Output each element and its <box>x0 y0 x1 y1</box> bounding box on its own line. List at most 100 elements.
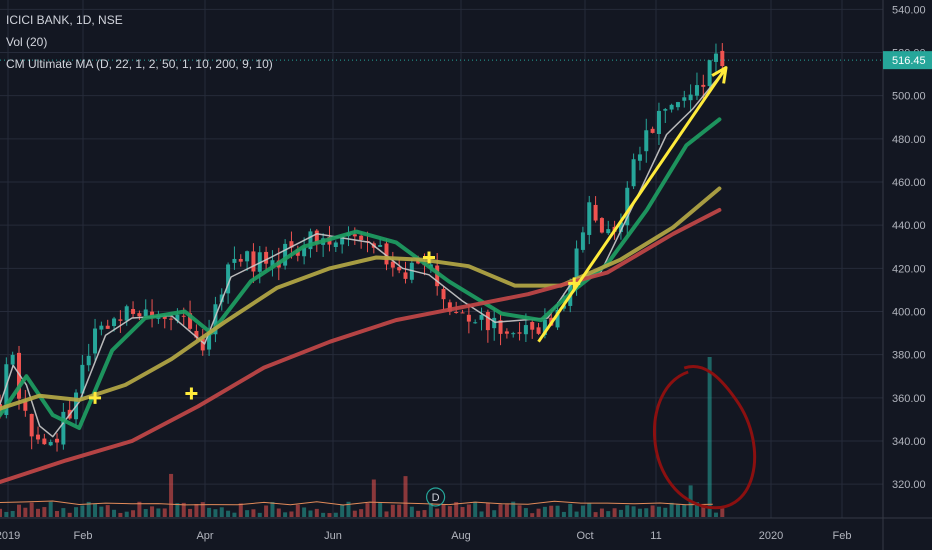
volume-bar <box>523 508 528 517</box>
dividend-marker-circle <box>426 487 446 507</box>
volume-bar <box>29 502 34 517</box>
volume-bar <box>599 508 604 517</box>
volume-bar <box>36 508 41 517</box>
crossover-marker <box>185 387 198 400</box>
trend-arrow-head <box>711 66 728 84</box>
y-tick-label: 460.00 <box>892 177 926 189</box>
volume-bar <box>346 501 351 517</box>
candle-body <box>238 258 243 262</box>
volume-bar <box>485 502 490 517</box>
candle-body <box>713 53 718 62</box>
volume-bar <box>213 509 218 517</box>
volume-bar <box>150 506 155 517</box>
volume-bar <box>93 503 98 517</box>
volume-bar <box>612 508 617 517</box>
volume-bar <box>321 512 326 517</box>
y-tick-label: 500.00 <box>892 91 926 103</box>
hand-drawn-circle-annotation <box>652 365 757 510</box>
volume-pane <box>0 357 725 517</box>
candle-body <box>694 85 699 96</box>
moving-average-ma_red <box>0 208 722 484</box>
volume-bar <box>593 512 598 517</box>
volume-bar <box>720 508 725 517</box>
candle-body <box>511 333 516 335</box>
candle-body <box>333 242 338 247</box>
candle-body <box>207 332 212 350</box>
candle-body <box>574 248 579 285</box>
volume-bar <box>276 508 281 517</box>
volume-bar <box>397 504 402 517</box>
x-tick-label: Apr <box>196 530 213 542</box>
candle-body <box>663 109 668 111</box>
candle-body <box>447 302 452 312</box>
volume-bar <box>650 505 655 517</box>
volume-bar <box>188 508 193 517</box>
volume-bar <box>86 501 91 517</box>
candle-body <box>656 110 661 135</box>
y-tick-label: 360.00 <box>892 393 926 405</box>
volume-bar <box>359 509 364 517</box>
volume-bar <box>245 510 250 517</box>
candle-body <box>29 413 34 437</box>
volume-bar <box>422 510 427 517</box>
candle-body <box>580 232 585 250</box>
volume-bar <box>492 510 497 517</box>
candle-body <box>542 319 547 335</box>
volume-bar <box>656 506 661 517</box>
candle-body <box>701 84 706 87</box>
volume-bar <box>137 501 142 517</box>
volume-bar <box>352 510 357 517</box>
volume-bar <box>55 511 60 517</box>
volume-bar <box>504 504 509 517</box>
volume-bar <box>435 508 440 517</box>
volume-indicator-label[interactable]: Vol (20) <box>6 35 48 49</box>
volume-bar <box>574 511 579 517</box>
volume-bar <box>644 508 649 517</box>
candle-body <box>270 260 275 267</box>
x-tick-label: Feb <box>833 530 852 542</box>
volume-bar <box>207 507 212 517</box>
chart-legend: ICICI BANK, 1D, NSE Vol (20) CM Ultimate… <box>6 9 273 75</box>
x-tick-label: Feb <box>74 530 93 542</box>
volume-bar <box>17 504 22 517</box>
volume-bar <box>219 507 224 517</box>
last-price-label: 516.45 <box>892 55 926 67</box>
y-tick-label: 540.00 <box>892 4 926 16</box>
volume-bar <box>580 505 585 517</box>
candle-body <box>289 241 294 248</box>
volume-bar <box>99 506 104 517</box>
last-price-label-bg <box>883 51 932 70</box>
candle-body <box>93 328 98 354</box>
volume-bar <box>80 505 85 517</box>
candle-body <box>219 294 224 303</box>
candle-body <box>264 251 269 264</box>
volume-bar <box>663 507 668 517</box>
annotations: D <box>0 59 883 510</box>
candle-body <box>251 251 256 272</box>
candle-body <box>599 218 604 233</box>
candle-body <box>137 313 142 317</box>
volume-bar <box>295 504 300 517</box>
candle-body <box>213 304 218 335</box>
volume-bar <box>454 502 459 517</box>
symbol-title[interactable]: ICICI BANK, 1D, NSE <box>6 13 123 27</box>
candle-body <box>42 438 47 445</box>
volume-bar <box>682 504 687 517</box>
candle-body <box>454 311 459 313</box>
candle-body <box>707 60 712 87</box>
candle-body <box>99 325 104 330</box>
volume-bar <box>384 511 389 517</box>
volume-bar <box>257 512 262 517</box>
candle-body <box>175 314 180 321</box>
candle-body <box>112 318 117 327</box>
volume-bar <box>669 502 674 517</box>
candle-body <box>181 315 186 317</box>
ma-indicator-label[interactable]: CM Ultimate MA (D, 22, 1, 2, 50, 1, 10, … <box>6 57 273 71</box>
candle-body <box>169 318 174 320</box>
candle-body <box>492 317 497 329</box>
volume-bar <box>105 505 110 517</box>
volume-bar <box>118 512 123 517</box>
candle-body <box>124 306 129 321</box>
